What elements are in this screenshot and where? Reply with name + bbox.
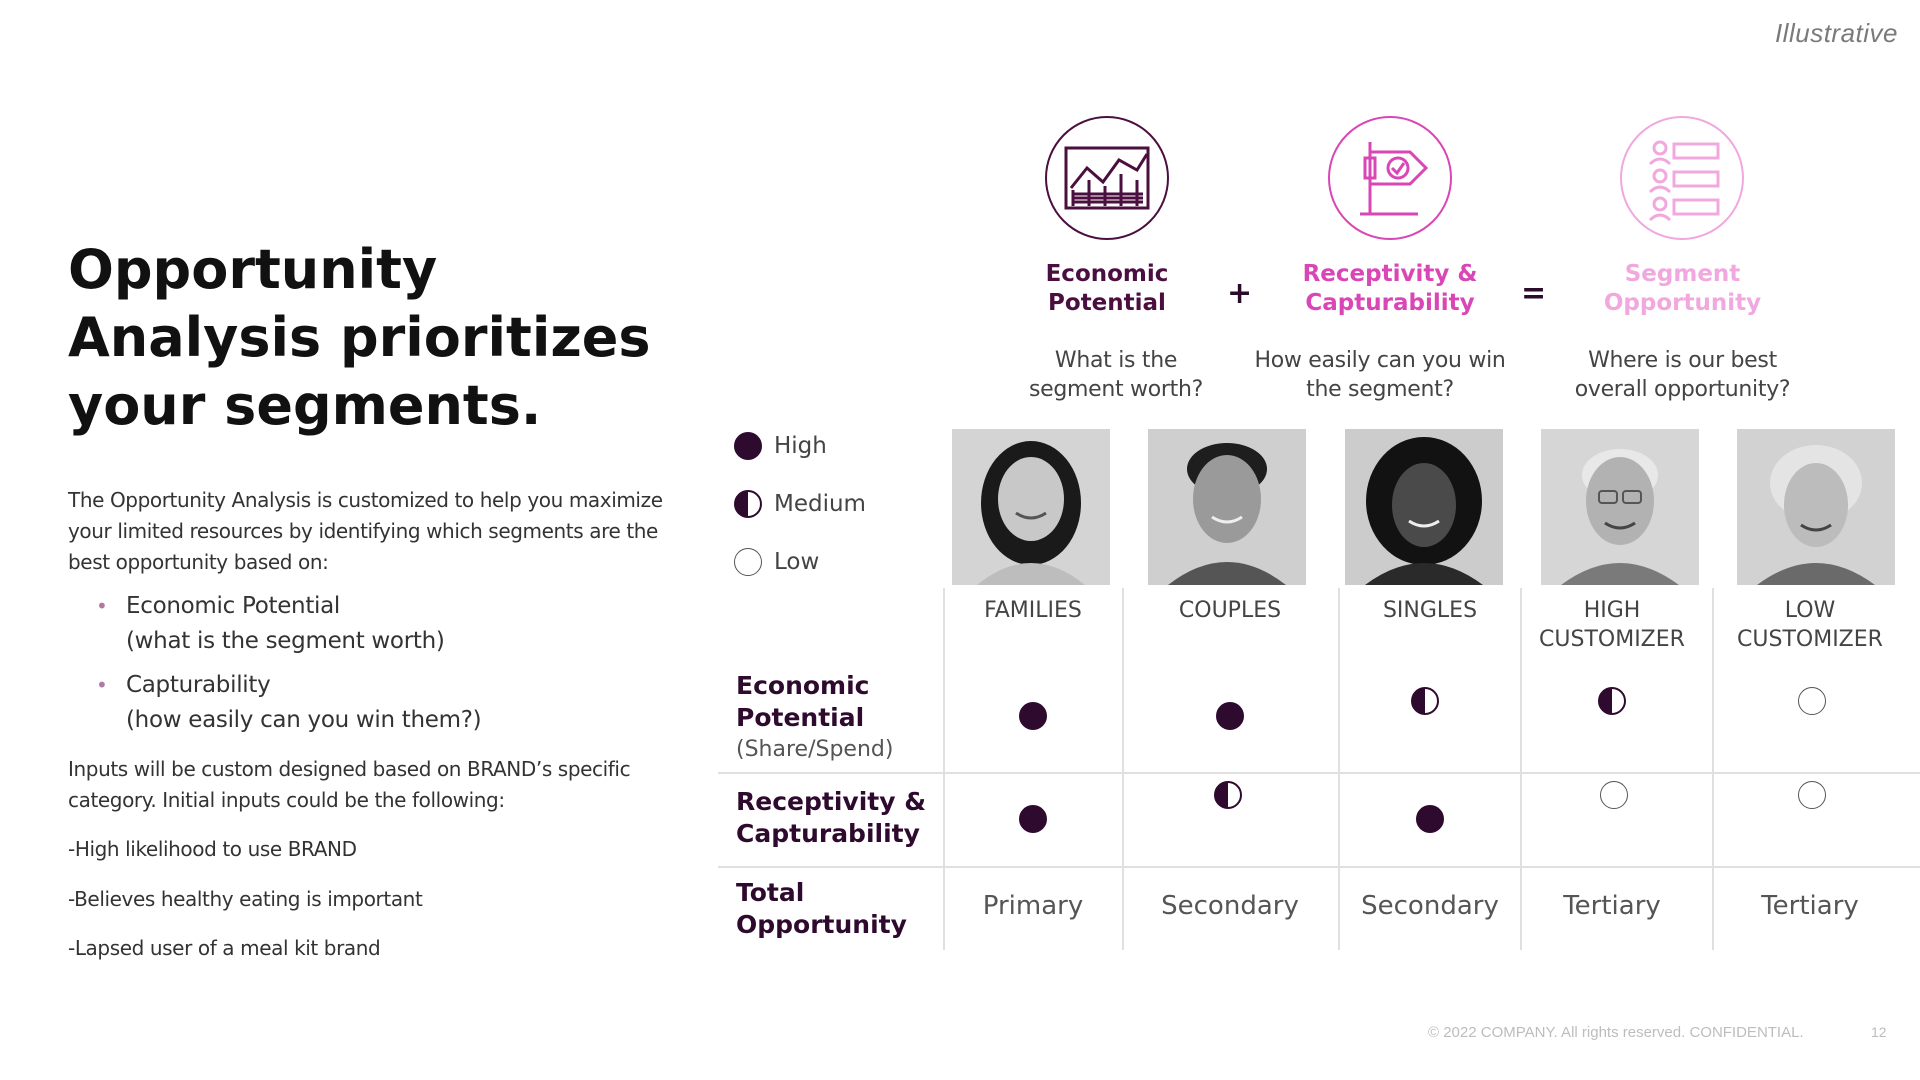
rating-dot-high-customizer-receptivity bbox=[1600, 781, 1628, 809]
rating-dot-high-customizer-economic bbox=[1598, 687, 1626, 715]
grid-divider bbox=[1712, 588, 1714, 950]
rating-dot-low-customizer-receptivity bbox=[1798, 781, 1826, 809]
legend-label: High bbox=[774, 433, 827, 459]
footer-copyright: © 2022 COMPANY. All rights reserved. CON… bbox=[1428, 1024, 1804, 1041]
legend-label: Medium bbox=[774, 491, 866, 517]
rating-dot-families-receptivity bbox=[1019, 805, 1047, 833]
grid-divider bbox=[1520, 588, 1522, 950]
high-customizer-photo bbox=[1541, 429, 1699, 585]
row-label-total: Total Opportunity bbox=[736, 878, 907, 939]
low-customizer-photo bbox=[1737, 429, 1895, 585]
legend-high: High bbox=[734, 432, 827, 460]
half-circle-icon bbox=[734, 490, 762, 518]
segment-label-families: FAMILIES bbox=[984, 598, 1082, 623]
criteria-label: Economic Potential bbox=[126, 593, 341, 619]
rating-dot-families-economic bbox=[1019, 702, 1047, 730]
row-label-economic: Economic Potential (Share/Spend) bbox=[736, 670, 906, 766]
criteria-sub: (what is the segment worth) bbox=[126, 627, 445, 654]
segment-label-couples: COUPLES bbox=[1178, 598, 1282, 623]
plus-operator: + bbox=[1227, 276, 1253, 311]
equals-operator: = bbox=[1521, 276, 1547, 311]
chart-icon bbox=[1045, 116, 1169, 240]
row-label-economic-sub: (Share/Spend) bbox=[736, 737, 894, 762]
row-label-economic-title: Economic Potential bbox=[736, 671, 870, 732]
criteria-item-economic: Economic Potential (what is the segment … bbox=[96, 589, 481, 658]
metric-title-economic: Economic Potential bbox=[1045, 261, 1169, 316]
grid-row-divider bbox=[718, 772, 1920, 774]
people-list-icon bbox=[1620, 116, 1744, 240]
rating-dot-couples-economic bbox=[1216, 702, 1244, 730]
criteria-item-capturability: Capturability (how easily can you win th… bbox=[96, 668, 482, 737]
grid-divider bbox=[1122, 588, 1124, 950]
singles-photo bbox=[1345, 429, 1503, 585]
grid-divider bbox=[1338, 588, 1340, 950]
inputs-text: Inputs will be custom designed based on … bbox=[68, 757, 631, 812]
rating-dot-singles-receptivity bbox=[1416, 805, 1444, 833]
grid-divider bbox=[943, 588, 945, 950]
total-couples: Secondary bbox=[1161, 891, 1299, 921]
families-photo bbox=[952, 429, 1110, 585]
total-low-customizer: Tertiary bbox=[1761, 891, 1859, 921]
legend-label: Low bbox=[774, 549, 820, 575]
intro-text: The Opportunity Analysis is customized t… bbox=[68, 488, 663, 574]
total-high-customizer: Tertiary bbox=[1563, 891, 1661, 921]
input-item: -Believes healthy eating is important bbox=[68, 887, 423, 911]
total-families: Primary bbox=[982, 891, 1084, 921]
input-item: -Lapsed user of a meal kit brand bbox=[68, 936, 381, 960]
flag-icon bbox=[1328, 116, 1452, 240]
metric-question-economic: What is the segment worth? bbox=[1028, 348, 1204, 402]
metric-title-receptivity: Receptivity & Capturability bbox=[1302, 261, 1478, 316]
couples-photo bbox=[1148, 429, 1306, 585]
grid-row-divider bbox=[718, 866, 1920, 868]
criteria-list: Economic Potential (what is the segment … bbox=[96, 589, 482, 747]
criteria-sub: (how easily can you win them?) bbox=[126, 706, 482, 733]
metric-title-segment: Segment Opportunity bbox=[1603, 261, 1762, 316]
rating-dot-low-customizer-economic bbox=[1798, 687, 1826, 715]
empty-circle-icon bbox=[734, 548, 762, 576]
total-singles: Secondary bbox=[1361, 891, 1499, 921]
legend-medium: Medium bbox=[734, 490, 866, 518]
metric-question-receptivity: How easily can you win the segment? bbox=[1254, 348, 1506, 402]
page-number: 12 bbox=[1871, 1024, 1887, 1040]
legend-low: Low bbox=[734, 548, 819, 576]
row-label-receptivity: Receptivity & Capturability bbox=[736, 787, 927, 848]
segment-label-high-customizer: HIGH CUSTOMIZER bbox=[1539, 598, 1685, 652]
illustrative-tag: Illustrative bbox=[1774, 18, 1898, 48]
input-item: -High likelihood to use BRAND bbox=[68, 837, 357, 861]
page-title: Opportunity Analysis prioritizes your se… bbox=[68, 238, 651, 437]
criteria-label: Capturability bbox=[126, 672, 271, 698]
segment-label-singles: SINGLES bbox=[1382, 598, 1478, 623]
rating-dot-singles-economic bbox=[1411, 687, 1439, 715]
full-circle-icon bbox=[734, 432, 762, 460]
rating-dot-couples-receptivity bbox=[1214, 781, 1242, 809]
segment-label-low-customizer: LOW CUSTOMIZER bbox=[1737, 598, 1883, 652]
metric-question-segment: Where is our best overall opportunity? bbox=[1574, 348, 1791, 402]
